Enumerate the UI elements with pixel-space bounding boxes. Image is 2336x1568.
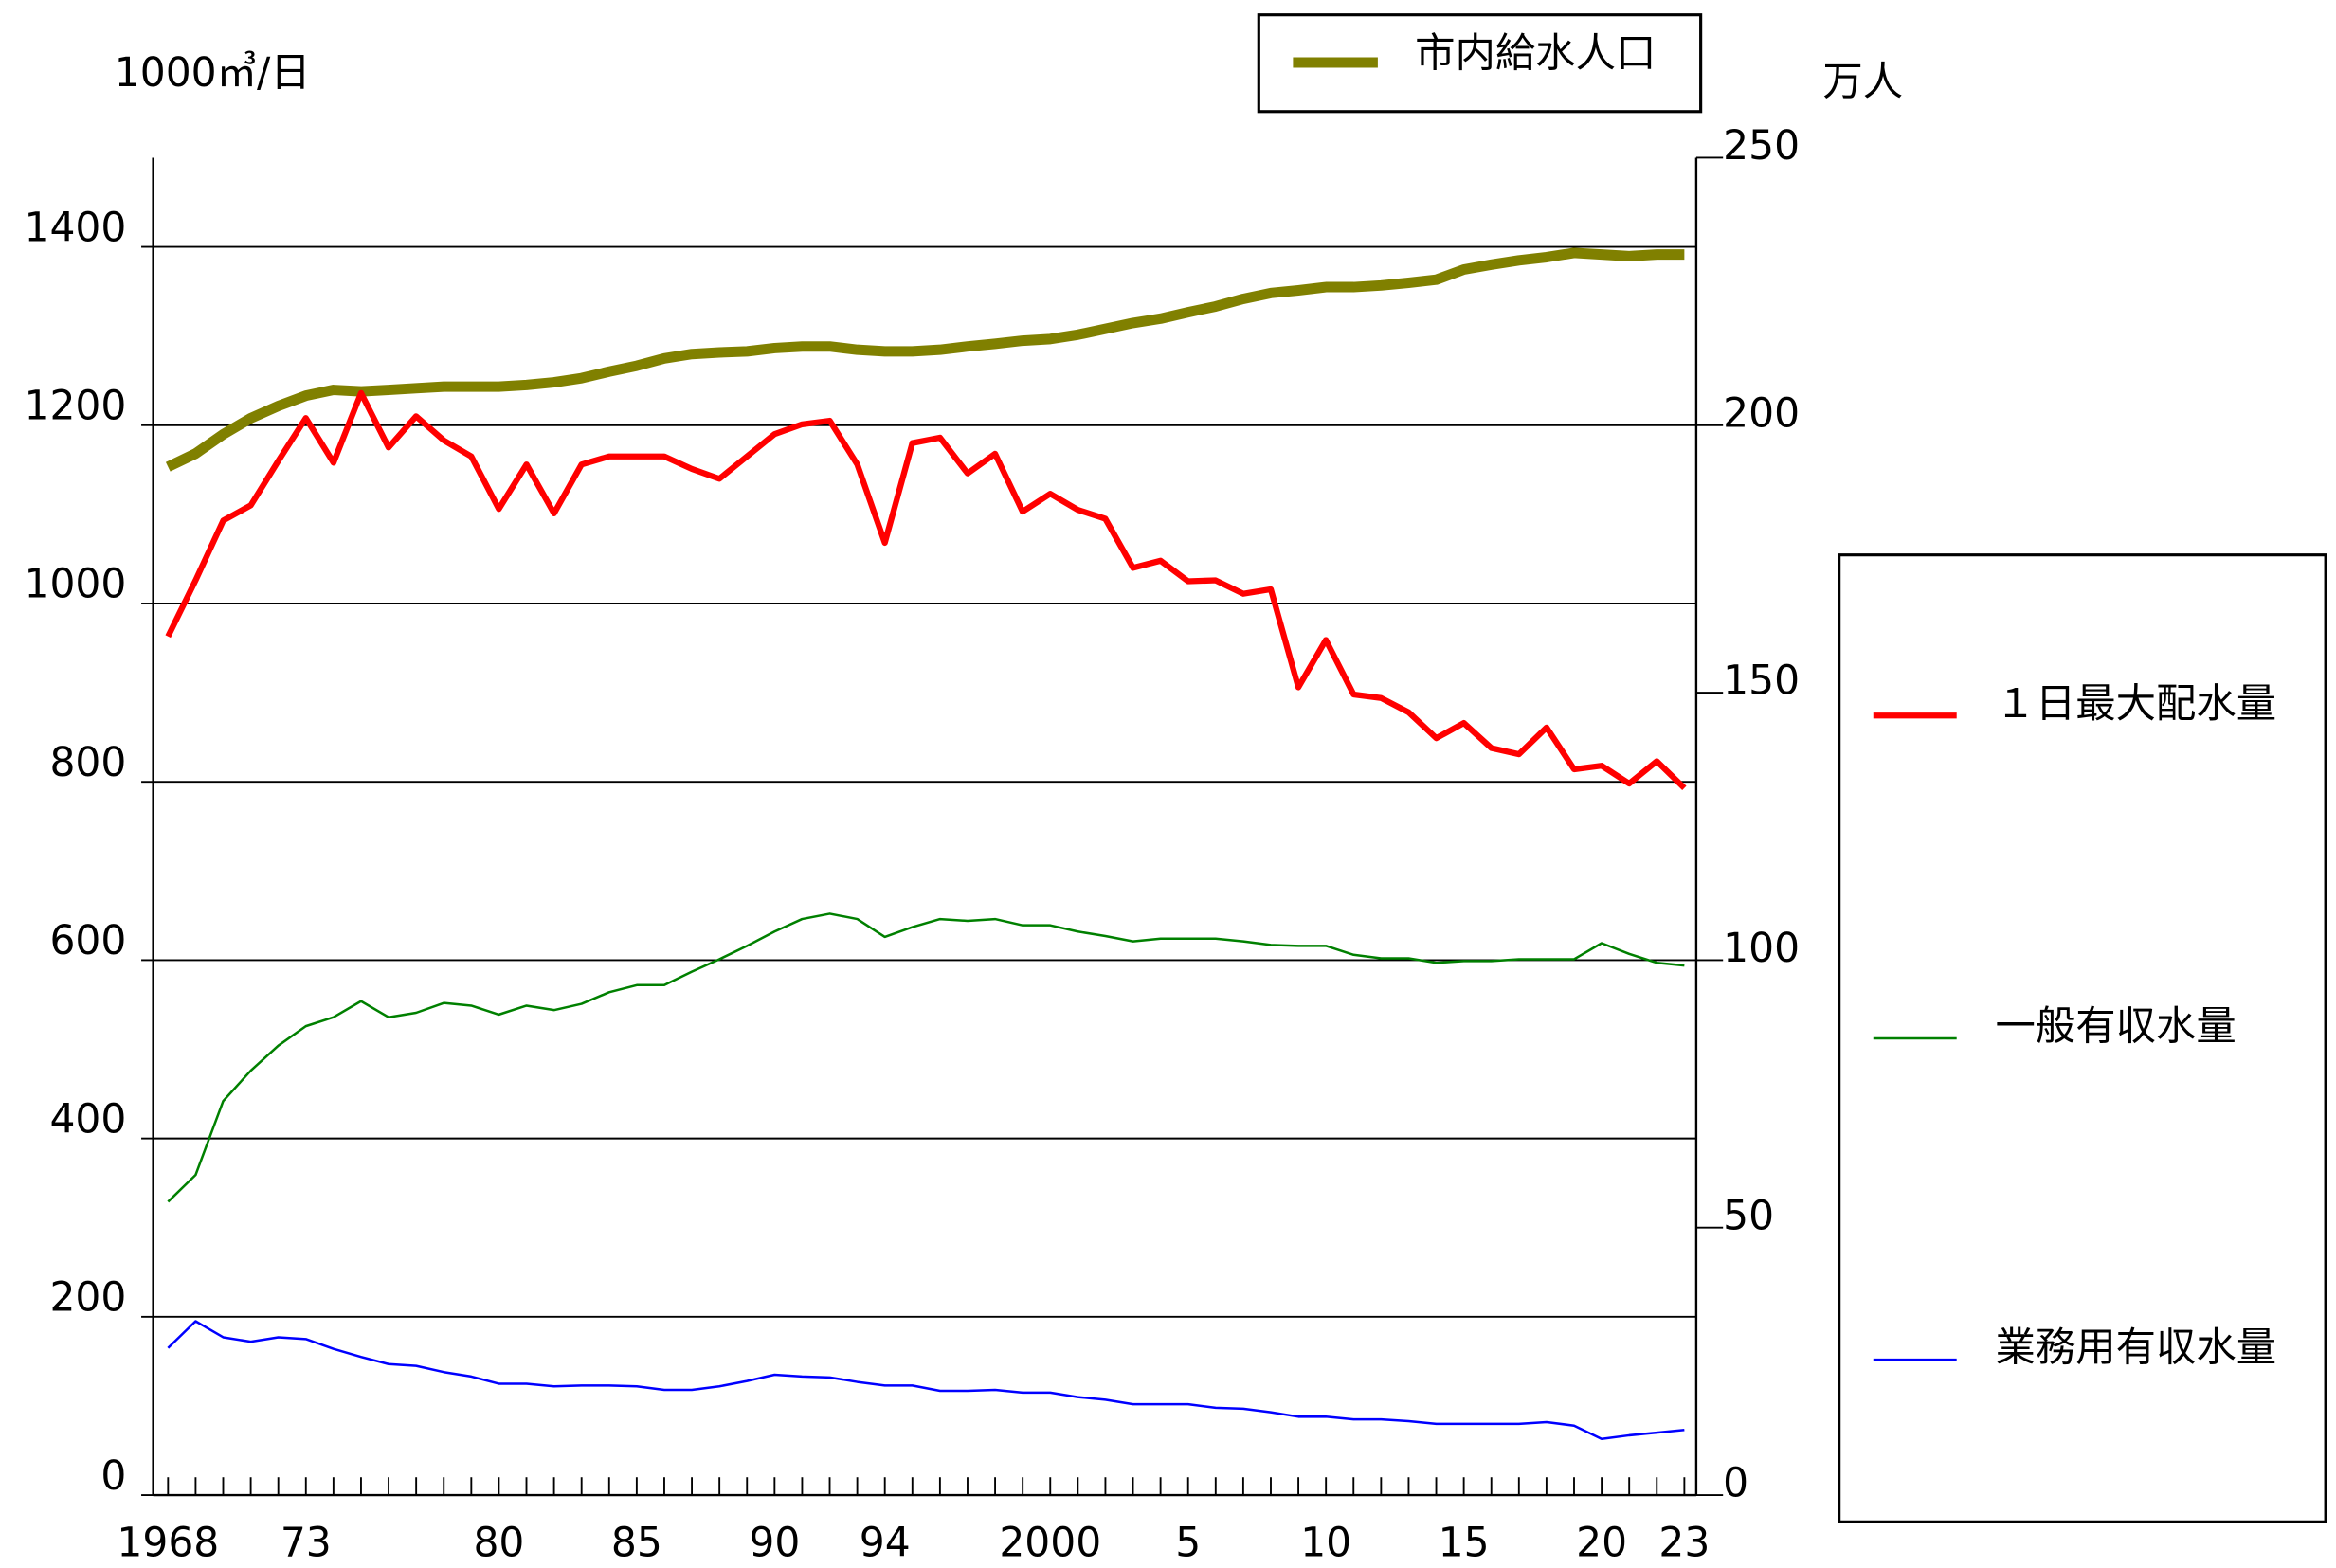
legend-label: 一般有収水量 [1996, 1003, 2236, 1050]
y2-tick-label: 200 [1723, 389, 1800, 436]
y-tick-label: 1200 [25, 382, 127, 428]
series-line [165, 247, 1685, 472]
x-tick-label: 15 [1439, 1519, 1490, 1565]
x-tick-label: 94 [860, 1519, 911, 1565]
y-axis-label: 1000㎥/日 [115, 49, 311, 96]
series-line [167, 912, 1685, 1203]
y2-tick-label: 100 [1723, 925, 1800, 971]
x-tick-label: 85 [611, 1519, 662, 1565]
series-line [165, 389, 1687, 790]
x-tick-label: 23 [1658, 1519, 1710, 1565]
legend-label: １日最大配水量 [1996, 680, 2277, 727]
y-tick-label: 600 [49, 917, 126, 964]
x-tick-label: 73 [281, 1519, 332, 1565]
x-tick-label: 10 [1300, 1519, 1351, 1565]
y-tick-label: 0 [100, 1452, 126, 1499]
x-tick-label: 20 [1576, 1519, 1627, 1565]
legend-label: 業務用有収水量 [1996, 1325, 2277, 1371]
y2-tick-label: 0 [1723, 1460, 1748, 1506]
y2-tick-label: 50 [1723, 1192, 1774, 1238]
y-tick-label: 800 [49, 739, 126, 785]
y-tick-label: 1400 [25, 204, 127, 250]
legend-label: 市内給水人口 [1415, 30, 1656, 77]
y2-tick-label: 150 [1723, 658, 1800, 704]
x-tick-label: 80 [473, 1519, 524, 1565]
x-tick-label: 1968 [117, 1519, 219, 1565]
y-tick-label: 400 [49, 1095, 126, 1142]
y2-axis-label: 万人 [1822, 58, 1903, 104]
series-line [167, 1320, 1685, 1440]
y-tick-label: 200 [49, 1274, 126, 1321]
x-tick-label: 5 [1175, 1519, 1201, 1565]
y-tick-label: 1000 [25, 561, 127, 607]
x-tick-label: 90 [749, 1519, 800, 1565]
y2-tick-label: 250 [1723, 122, 1800, 169]
x-tick-label: 2000 [999, 1519, 1101, 1565]
